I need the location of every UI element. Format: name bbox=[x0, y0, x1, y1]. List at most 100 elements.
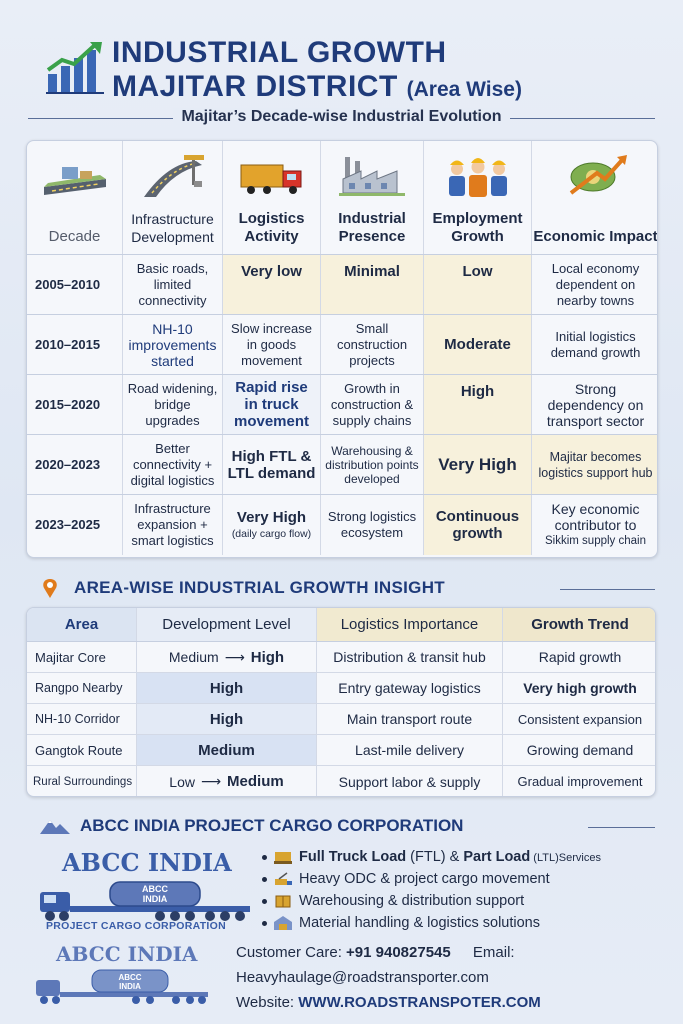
brand-logo-large: ABCC INDIA ABCC INDIA PROJECT CARGO CORP… bbox=[40, 846, 260, 940]
trend-cell: Rapid growth bbox=[538, 649, 622, 665]
truck-label-2: INDIA bbox=[143, 894, 168, 904]
location-pin-icon bbox=[43, 579, 57, 598]
dev-cell: High bbox=[137, 704, 317, 734]
infra-cell: Infrastructure expansion + smart logisti… bbox=[123, 495, 223, 555]
brand-logo-small: ABCC INDIA ABCC INDIA bbox=[36, 942, 216, 1008]
bullet-icon bbox=[262, 876, 267, 882]
decade-cell: 2005–2010 bbox=[27, 255, 123, 314]
logistics-cell: Rapid rise in truck movement bbox=[223, 375, 321, 434]
header-logistics: Logistics Activity bbox=[223, 141, 321, 254]
decade-cell: 2023–2025 bbox=[27, 495, 123, 555]
economic-cell: Key economic contributor to Sikkim suppl… bbox=[545, 501, 646, 547]
dev-cell: High bbox=[137, 673, 317, 703]
employment-cell: Low bbox=[424, 255, 532, 314]
subtitle-row: Majitar’s Decade-wise Industrial Evoluti… bbox=[28, 108, 655, 128]
header-label: Infrastructure Development bbox=[131, 211, 214, 245]
header-industrial: Industrial Presence bbox=[321, 141, 424, 254]
contact-info: Customer Care: +91 940827545 Email: Heav… bbox=[236, 942, 666, 1017]
list-item: Full Truck Load (FTL) & Part Load (LTL)S… bbox=[262, 846, 662, 868]
employment-cell: Moderate bbox=[424, 315, 532, 374]
title-suffix: (Area Wise) bbox=[406, 78, 522, 101]
area-cell: NH-10 Corridor bbox=[27, 704, 137, 734]
area-cell: Rangpo Nearby bbox=[27, 673, 137, 703]
website-line: Website: WWW.ROADSTRANSPOTER.COM bbox=[236, 994, 541, 1011]
arrow-right-icon: ⟶ bbox=[224, 648, 245, 665]
warehouse-icon bbox=[274, 916, 292, 930]
area-cell: Rural Surroundings bbox=[27, 766, 137, 796]
services-list: Full Truck Load (FTL) & Part Load (LTL)S… bbox=[262, 846, 662, 934]
logistics-cell: Very High (daily cargo flow) bbox=[223, 495, 321, 555]
economic-cell: Strong dependency on transport sector bbox=[546, 380, 645, 429]
dev-cell: Medium ⟶ High bbox=[137, 642, 317, 672]
table-row: Rangpo Nearby High Entry gateway logisti… bbox=[27, 673, 655, 704]
cargo-truck-icon: ABCC INDIA bbox=[36, 969, 208, 1004]
area-cell: Majitar Core bbox=[27, 642, 137, 672]
table-row: Majitar Core Medium ⟶ High Distribution … bbox=[27, 642, 655, 673]
decade-cell: 2015–2020 bbox=[27, 375, 123, 434]
header-label: Industrial Presence bbox=[338, 210, 406, 245]
header-development: Development Level bbox=[137, 608, 317, 641]
brand-name: ABCC INDIA bbox=[62, 848, 232, 877]
importance-cell: Entry gateway logistics bbox=[317, 673, 503, 703]
importance-cell: Main transport route bbox=[317, 704, 503, 734]
table-row: 2020–2023 Better connectivity + digital … bbox=[27, 435, 657, 495]
header-label: Logistics Activity bbox=[238, 210, 305, 245]
importance-cell: Distribution & transit hub bbox=[317, 642, 503, 672]
truck-label-2: INDIA bbox=[119, 982, 141, 991]
area-cell: Gangtok Route bbox=[27, 735, 137, 765]
company-heading: ABCC INDIA PROJECT CARGO CORPORATION bbox=[40, 814, 655, 838]
bullet-icon bbox=[262, 854, 267, 860]
industrial-cell: Small construction projects bbox=[321, 315, 424, 374]
employment-cell: Very High bbox=[424, 435, 532, 494]
crane-icon bbox=[275, 872, 292, 885]
decade-table: Decade Infrastructure Development bbox=[26, 140, 658, 558]
list-item: Heavy ODC & project cargo movement bbox=[262, 868, 662, 890]
table-row: NH-10 Corridor High Main transport route… bbox=[27, 704, 655, 735]
truck-label-1: ABCC bbox=[142, 884, 168, 894]
trend-cell: Growing demand bbox=[526, 742, 634, 758]
arrow-right-icon: ⟶ bbox=[200, 773, 222, 789]
list-item: Warehousing & distribution support bbox=[262, 890, 662, 912]
trend-cell: Very high growth bbox=[523, 680, 637, 696]
workers-icon bbox=[448, 158, 507, 197]
header-decade: Decade bbox=[27, 141, 123, 254]
infra-cell: NH-10 improvements started bbox=[123, 315, 223, 374]
employment-cell: Continuous growth bbox=[424, 495, 532, 555]
website-link[interactable]: WWW.ROADSTRANSPOTER.COM bbox=[298, 994, 541, 1011]
phone-number[interactable]: +91 940827545 bbox=[346, 944, 451, 961]
employment-cell: High bbox=[424, 375, 532, 434]
infra-cell: Road widening, bridge upgrades bbox=[123, 375, 223, 434]
area-table: Area Development Level Logistics Importa… bbox=[26, 607, 656, 797]
email-link[interactable]: Heavyhaulage@roadstransporter.com bbox=[236, 969, 489, 986]
email-line: Heavyhaulage@roadstransporter.com bbox=[236, 967, 666, 992]
infra-cell: Basic roads, limited connectivity bbox=[123, 255, 223, 314]
page-title-line1: INDUSTRIAL GROWTH bbox=[112, 36, 447, 69]
divider bbox=[560, 589, 655, 590]
table-row: 2015–2020 Road widening, bridge upgrades… bbox=[27, 375, 657, 435]
growth-chart-icon bbox=[46, 42, 104, 94]
pallet-icon bbox=[274, 852, 292, 864]
infra-cell: Better connectivity + digital logistics bbox=[123, 435, 223, 494]
header-trend: Growth Trend bbox=[503, 608, 655, 641]
list-item: Material handling & logistics solutions bbox=[262, 912, 662, 934]
logistics-cell: Slow increase in goods movement bbox=[223, 315, 321, 374]
cargo-truck-icon: ABCC INDIA bbox=[40, 881, 250, 921]
economic-cell: Initial logistics demand growth bbox=[550, 328, 641, 360]
money-growth-icon bbox=[569, 155, 627, 195]
economic-cell: Local economy dependent on nearby towns bbox=[551, 260, 640, 308]
dev-cell: Low ⟶ Medium bbox=[137, 766, 317, 796]
brand-name: ABCC INDIA bbox=[56, 942, 198, 966]
page-title-line2: MAJITAR DISTRICT (Area Wise) bbox=[112, 70, 522, 103]
mountain-icon bbox=[40, 820, 70, 834]
dev-cell: Medium bbox=[137, 735, 317, 765]
economic-note: Sikkim supply chain bbox=[545, 535, 646, 547]
logistics-cell: Very low bbox=[223, 255, 321, 314]
header-employment: Employment Growth bbox=[424, 141, 532, 254]
table-row: 2005–2010 Basic roads, limited connectiv… bbox=[27, 255, 657, 315]
decade-table-header: Decade Infrastructure Development bbox=[27, 141, 657, 255]
importance-cell: Last-mile delivery bbox=[317, 735, 503, 765]
header-label: Employment Growth bbox=[432, 210, 523, 245]
area-section-heading: AREA-WISE INDUSTRIAL GROWTH INSIGHT bbox=[40, 576, 655, 600]
area-section-title: AREA-WISE INDUSTRIAL GROWTH INSIGHT bbox=[74, 578, 445, 597]
